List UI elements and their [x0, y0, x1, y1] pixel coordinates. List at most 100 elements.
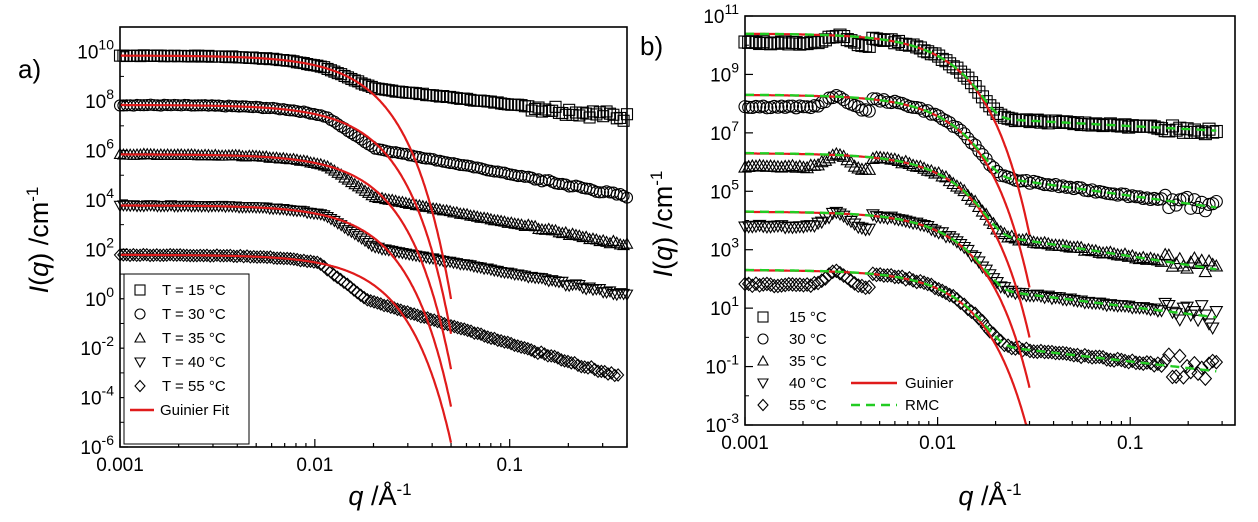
panel-a-marker-diamond [407, 307, 421, 321]
panel-b-marker-square [1206, 125, 1220, 139]
panel-a-marker-diamond [381, 298, 394, 313]
panel-b-marker-square [1001, 111, 1015, 125]
panel-b-legend-marker-triangle-up [757, 354, 769, 366]
panel-b-marker-triangle-up [942, 173, 957, 187]
panel-b-marker-triangle-up [1194, 253, 1209, 266]
panel-a-y-axis-title: I(q) /cm-1 [23, 187, 54, 294]
panel-a-marker-diamond [461, 323, 474, 338]
panel-a-marker-diamond [605, 366, 618, 380]
panel-a-marker-square [610, 112, 623, 125]
panel-b-marker-circle [1078, 183, 1092, 197]
panel-a-marker-diamond [458, 322, 471, 337]
panel-b-marker-triangle-up [792, 159, 807, 172]
panel-b-marker-diamond [829, 263, 844, 279]
panel-a-marker-circle [532, 173, 545, 186]
panel-a-marker-triangle-down [406, 250, 420, 262]
panel-a-marker-square [324, 64, 338, 77]
panel-b-marker-triangle-up [964, 192, 979, 205]
panel-b-marker-triangle-down [862, 223, 877, 237]
panel-a-marker-diamond [498, 335, 511, 349]
panel-b-legend: 15 °C 30 °C 35 °C 40 °C 55 °C Guinier RMC [757, 309, 953, 414]
panel-a-marker-square [375, 83, 389, 96]
panel-b-marker-triangle-up [749, 159, 763, 172]
panel-a-marker-triangle-up [606, 234, 620, 247]
panel-a-marker-triangle-up [433, 202, 447, 215]
panel-a-marker-diamond [391, 302, 404, 317]
panel-a-guinier-fit-3 [120, 204, 453, 407]
panel-a-marker-circle [593, 186, 606, 199]
panel-a-marker-triangle-up [450, 205, 464, 218]
panel-b-marker-diamond [1173, 348, 1187, 364]
panel-a-marker-diamond [518, 340, 531, 355]
panel-b-marker-diamond [1180, 358, 1194, 374]
panel-a-marker-triangle-up [368, 190, 382, 203]
panel-b-guinier-fit-0 [745, 32, 1031, 236]
panel-b-marker-square [950, 61, 964, 75]
panel-b-marker-circle [975, 148, 990, 162]
panel-b-marker-triangle-up [829, 146, 844, 160]
panel-b-marker-square [796, 36, 811, 51]
panel-a-marker-diamond [488, 331, 501, 346]
panel-a-marker-triangle-up [331, 166, 345, 178]
panel-a-marker-triangle-up [613, 237, 627, 250]
panel-a-marker-triangle-up [518, 219, 532, 232]
panel-b-legend-label: 15 °C [789, 309, 827, 326]
panel-b-marker-circle [760, 101, 774, 115]
panel-a-marker-triangle-up [542, 222, 556, 234]
panel-b-marker-square [910, 40, 924, 54]
panel-a-marker-triangle-down [610, 289, 624, 302]
panel-b-marker-triangle-up [990, 222, 1005, 235]
panel-a-marker-triangle-down [576, 282, 590, 295]
panel-b-marker-triangle-up [1118, 247, 1132, 260]
panel-b-marker-square [957, 68, 971, 82]
panel-b-marker-square [756, 35, 770, 49]
panel-b-marker-triangle-up [880, 151, 895, 164]
panel-a-marker-square [532, 101, 545, 114]
panel-b-marker-diamond [818, 271, 833, 286]
panel-b-marker-diamond [1209, 354, 1224, 370]
panel-a-marker-triangle-down [474, 262, 488, 275]
panel-b-legend-fit-label: RMC [905, 397, 939, 414]
panel-a-marker-diamond [491, 333, 504, 348]
panel-a-marker-triangle-up [470, 210, 484, 222]
panel-b-marker-triangle-up [811, 157, 826, 171]
panel-a-marker-square [590, 108, 603, 121]
panel-b-marker-diamond [961, 301, 975, 317]
panel-b-marker-circle [837, 93, 851, 107]
panel-a-marker-circle [559, 178, 572, 191]
panel-b-marker-triangle-down [1176, 302, 1191, 316]
panel-a-marker-triangle-down [542, 275, 556, 288]
panel-b-marker-triangle-up [887, 152, 902, 165]
panel-a-marker-square [461, 92, 474, 105]
panel-a-marker-square [392, 85, 406, 98]
panel-a-marker-diamond [538, 347, 551, 361]
panel-a-marker-triangle-up [589, 232, 603, 245]
panel-a-marker-triangle-up [389, 194, 403, 206]
panel-a-marker-diamond [341, 277, 354, 292]
panel-a-marker-diamond [524, 343, 538, 357]
panel-b-marker-triangle-up [822, 150, 836, 164]
panel-b-marker-triangle-up [1161, 248, 1176, 261]
panel-b-marker-diamond [1118, 353, 1132, 369]
panel-b-marker-circle [851, 100, 865, 114]
panel-a-marker-triangle-up [385, 193, 399, 205]
panel-b-marker-triangle-down [1172, 314, 1187, 327]
panel-a-legend-label: T = 35 °C [162, 330, 226, 347]
panel-a-clip-mask [118, 448, 629, 452]
panel-a-legend-marker-square [134, 284, 146, 296]
panel-a-marker-triangle-down [579, 284, 593, 296]
p1-x-tick-label: 0.001 [721, 433, 769, 454]
panel-a-marker-diamond [571, 358, 585, 373]
panel-b-marker-diamond [1140, 355, 1154, 370]
panel-b-marker-diamond [1078, 347, 1092, 363]
panel-a-marker-diamond [130, 248, 143, 263]
panel-b-series-0 [738, 28, 1223, 141]
p0-y-tick-label: 106 [85, 136, 114, 163]
panel-a-series-0 [113, 49, 634, 127]
panel-b-marker-triangle-up [785, 158, 800, 172]
panel-a-marker-diamond [427, 313, 441, 327]
panel-a-marker-square [341, 71, 355, 84]
panel-a-marker-square [566, 108, 579, 121]
panel-b-marker-diamond [1092, 349, 1107, 365]
